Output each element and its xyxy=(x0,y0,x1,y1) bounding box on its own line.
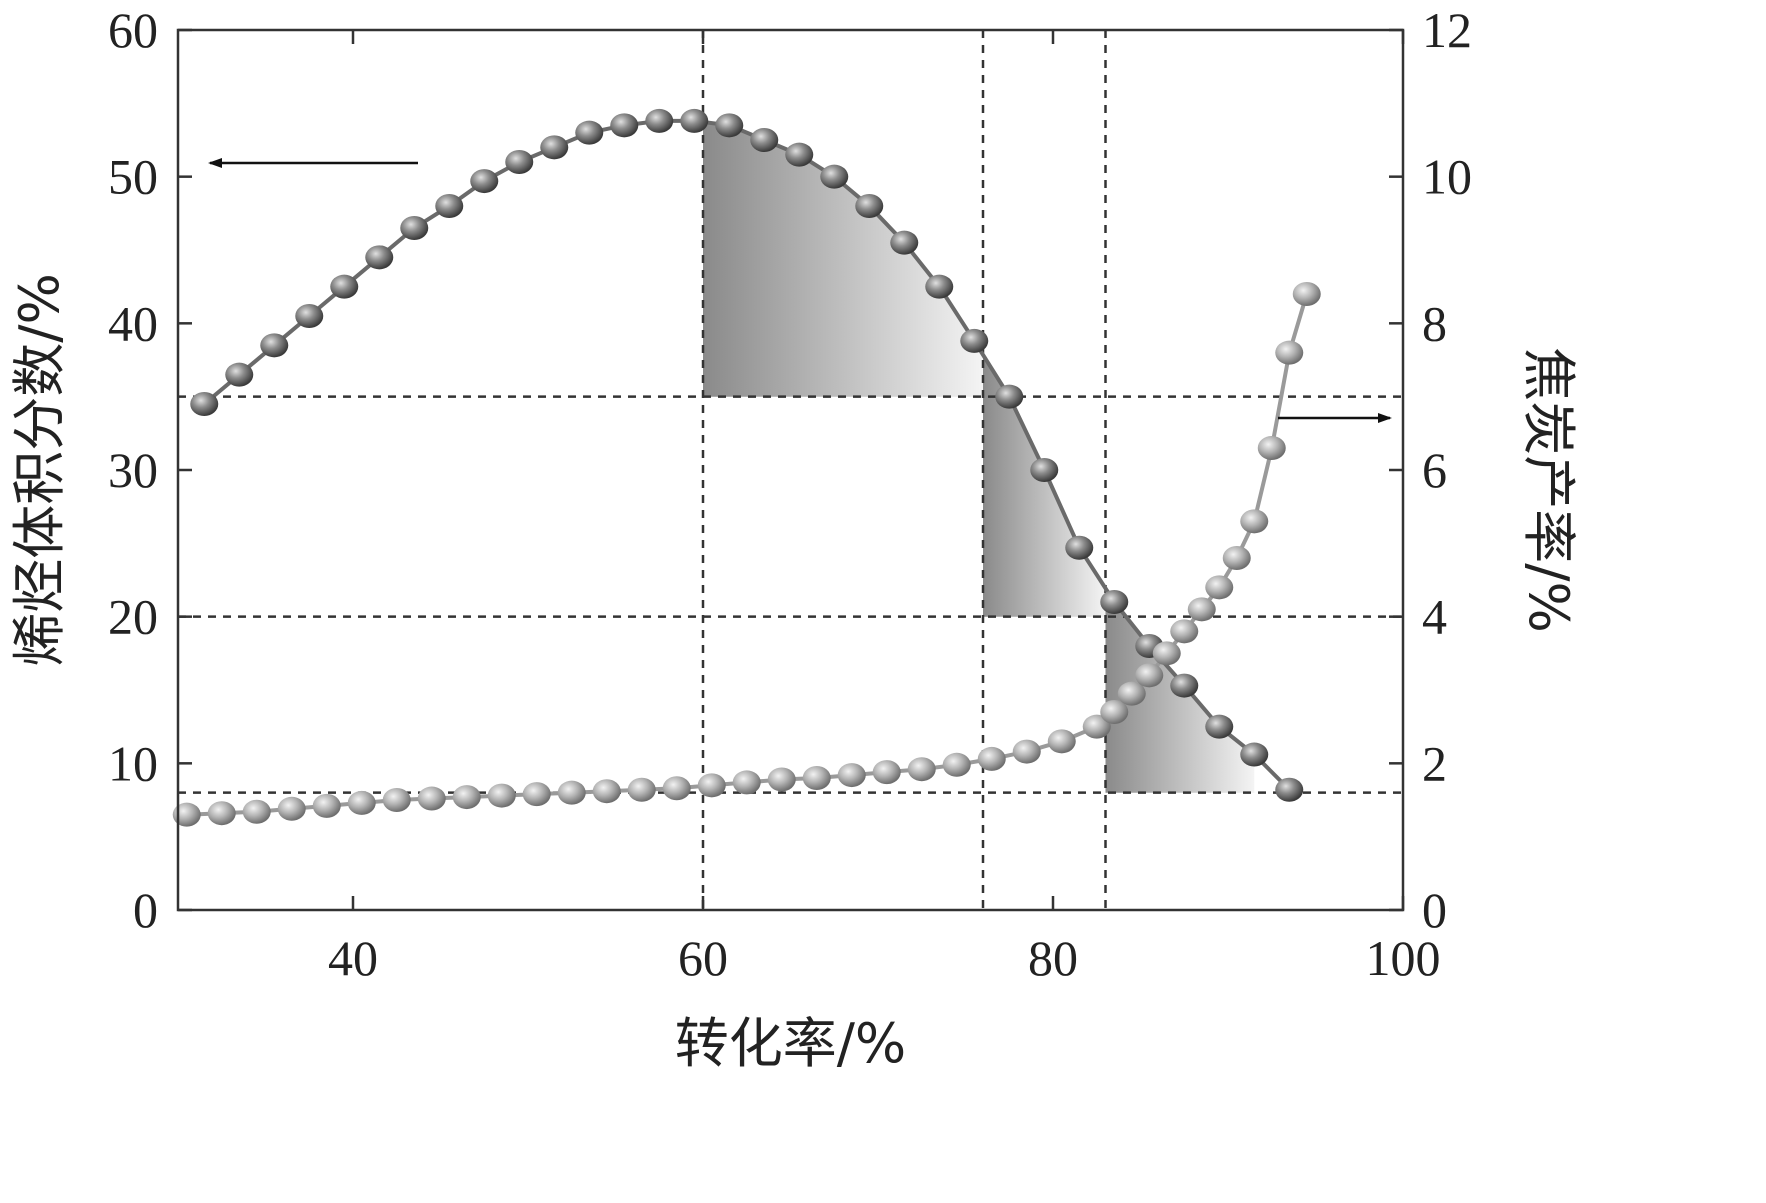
series-2-point xyxy=(1275,340,1304,365)
series-1-point xyxy=(1030,458,1059,482)
x-tick-label: 40 xyxy=(328,930,378,986)
left-y-tick-label: 20 xyxy=(108,589,158,645)
series-2-point xyxy=(1152,641,1181,666)
series-1-point xyxy=(400,216,429,240)
series-2-point xyxy=(1205,575,1234,600)
series-1 xyxy=(190,108,1304,802)
series-2-point xyxy=(767,767,796,792)
series-1-point xyxy=(295,304,324,328)
series-1-point xyxy=(785,142,814,167)
series-2-point xyxy=(522,782,551,807)
series-1-point xyxy=(1205,714,1234,739)
series-1-point xyxy=(750,128,779,152)
x-tick-label: 60 xyxy=(678,930,728,986)
series-2-point xyxy=(452,785,481,810)
series-2-point xyxy=(732,770,761,795)
series-layer xyxy=(172,108,1321,827)
series-2-point xyxy=(1170,619,1199,644)
series-2-point xyxy=(942,752,971,777)
series-1-point xyxy=(1275,777,1304,802)
series-2-point xyxy=(872,760,901,785)
series-2-point xyxy=(207,801,236,826)
right-y-tick-label: 10 xyxy=(1422,149,1472,205)
right-y-tick-label: 2 xyxy=(1422,735,1447,791)
series-1-point xyxy=(820,164,849,189)
series-1-point xyxy=(225,362,254,387)
series-1-point xyxy=(505,150,534,174)
series-1-point xyxy=(995,384,1024,409)
series-2-point xyxy=(1240,509,1269,534)
series-1-point xyxy=(890,230,919,255)
series-1-point xyxy=(1065,535,1094,560)
series-1-point xyxy=(1240,742,1269,767)
left-y-tick-label: 0 xyxy=(133,882,158,938)
series-2-point xyxy=(1047,729,1076,754)
left-y-tick-label: 30 xyxy=(108,442,158,498)
series-2-point xyxy=(382,788,411,812)
right-y-axis-title: 焦炭产率/% xyxy=(1517,347,1580,633)
annotation-arrows xyxy=(208,158,1392,423)
series-1-point xyxy=(190,392,219,416)
right-y-tick-label: 6 xyxy=(1422,442,1447,498)
series-2-point xyxy=(1082,714,1111,739)
right-y-tick-label: 0 xyxy=(1422,882,1447,938)
series-1-point xyxy=(540,135,569,160)
series-1-point xyxy=(610,113,639,138)
series-2-point xyxy=(487,783,516,808)
series-1-point xyxy=(435,194,464,218)
series-2-point xyxy=(977,746,1006,771)
x-tick-label: 80 xyxy=(1028,930,1078,986)
series-2-point xyxy=(1012,739,1041,764)
shaded-regions xyxy=(703,122,1255,793)
left-y-axis-title: 烯烃体积分数/% xyxy=(8,273,71,667)
left-y-tick-label: 10 xyxy=(108,735,158,791)
series-1-point xyxy=(855,194,884,218)
series-2-point xyxy=(242,799,271,824)
series-2-point xyxy=(592,779,621,804)
series-2-point xyxy=(1222,546,1251,570)
series-2-point xyxy=(837,763,866,788)
series-2-point xyxy=(1100,700,1129,724)
series-2-point xyxy=(627,777,656,802)
series-2-point xyxy=(277,796,306,821)
series-2-point xyxy=(1257,436,1286,460)
series-1-point xyxy=(925,274,954,299)
series-2-point xyxy=(907,757,936,782)
series-2-point xyxy=(1292,282,1321,306)
series-2-point xyxy=(417,786,446,811)
series-1-point xyxy=(645,108,674,133)
series-1-point xyxy=(960,328,989,353)
series-2-point xyxy=(312,793,341,818)
shaded-region-1 xyxy=(703,122,983,397)
series-2 xyxy=(172,282,1321,827)
left-y-tick-label: 60 xyxy=(108,2,158,58)
right-y-tick-label: 8 xyxy=(1422,295,1447,351)
series-2-point xyxy=(1117,681,1146,706)
series-2-point xyxy=(697,773,726,798)
series-2-point xyxy=(662,776,691,801)
right-y-tick-label: 4 xyxy=(1422,589,1447,645)
series-1-point xyxy=(260,333,289,358)
left-y-tick-label: 40 xyxy=(108,295,158,351)
series-2-point xyxy=(1187,597,1216,622)
series-1-point xyxy=(715,113,744,138)
series-1-point xyxy=(330,274,359,299)
series-2-point xyxy=(1135,663,1164,688)
series-2-point xyxy=(172,802,201,827)
series-2-point xyxy=(347,790,376,815)
series-1-point xyxy=(470,169,499,194)
x-axis-title: 转化率/% xyxy=(675,1012,907,1075)
right-y-tick-label: 12 xyxy=(1422,2,1472,58)
series-2-point xyxy=(557,780,586,805)
left-y-tick-label: 50 xyxy=(108,149,158,205)
series-2-point xyxy=(802,766,831,790)
series-1-point xyxy=(680,108,709,133)
series-1-point xyxy=(1100,590,1129,614)
x-tick-label: 100 xyxy=(1366,930,1441,986)
series-1-point xyxy=(575,120,604,145)
series-1-point xyxy=(1170,673,1199,698)
series-1-point xyxy=(365,245,394,270)
